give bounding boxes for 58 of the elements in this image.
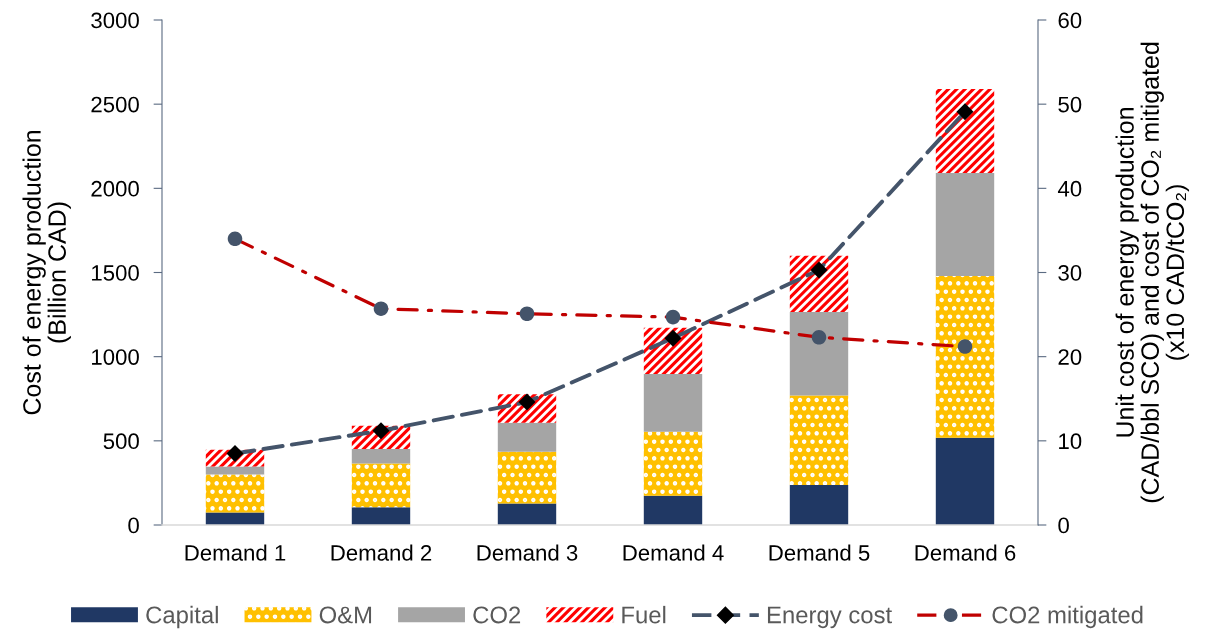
point — [227, 231, 243, 247]
x-tick-label: Demand 3 — [477, 544, 578, 561]
x-tick-label: Demand 4 — [623, 544, 724, 561]
bar — [351, 507, 411, 525]
legend-label: CO2 — [473, 606, 521, 624]
bar — [935, 173, 995, 277]
x-tick-label: Demand 6 — [915, 544, 1016, 561]
y2-tick-label: 30 — [1058, 265, 1082, 281]
bar — [643, 374, 703, 432]
point — [226, 444, 244, 462]
bar — [205, 466, 265, 475]
bar — [789, 484, 849, 525]
x-tick-label: Demand 1 — [185, 544, 286, 561]
bar — [789, 312, 849, 396]
bar — [789, 395, 849, 485]
bar — [497, 422, 557, 452]
y-tick-label: 500 — [103, 433, 139, 450]
y2-tick-label: 20 — [1058, 349, 1082, 365]
point — [664, 329, 682, 347]
bar — [643, 431, 703, 496]
y2-tick-label: 40 — [1057, 180, 1082, 197]
point — [519, 306, 535, 322]
bar — [789, 255, 849, 313]
bar — [351, 463, 411, 508]
y2-tick-label: 50 — [1058, 96, 1082, 113]
bar — [497, 503, 557, 525]
legend-label: CO2 mitigated — [992, 605, 1143, 629]
point — [373, 301, 389, 316]
y-axis-title: Cost of energy production (Billion CAD) — [22, 130, 71, 415]
bar — [935, 276, 995, 438]
point — [956, 103, 974, 121]
point — [811, 330, 827, 345]
x-tick-label: Demand 2 — [331, 544, 432, 561]
point — [957, 339, 973, 354]
legend-label: Fuel — [622, 605, 666, 624]
y-tick-label: 0 — [128, 517, 139, 534]
bar — [497, 451, 557, 504]
legend-label: Energy cost — [767, 606, 892, 629]
bar — [351, 449, 411, 464]
y2-tick-label: 10 — [1059, 433, 1082, 450]
y-tick-label: 1500 — [92, 265, 139, 281]
y-tick-label: 3000 — [91, 12, 139, 29]
legend-label: O&M — [319, 606, 372, 624]
y2-tick-label: 0 — [1058, 517, 1069, 534]
y-tick-label: 2500 — [91, 96, 139, 113]
bar — [643, 495, 703, 525]
y2-tick-label: 60 — [1058, 12, 1082, 29]
point — [810, 261, 828, 279]
bar — [935, 89, 995, 174]
bar — [205, 474, 265, 513]
legend-label: Capital — [146, 605, 218, 629]
y-tick-label: 2000 — [91, 180, 139, 197]
y-tick-label: 1000 — [92, 349, 139, 365]
x-tick-label: Demand 5 — [769, 544, 870, 561]
bar — [935, 437, 995, 525]
point — [665, 309, 681, 325]
y2-axis-title: Unit cost of energy production (CAD/bbl SCO) and cost of CO₂ mitigated (x10 CAD/tCO₂) — [1115, 42, 1190, 503]
bar — [205, 512, 265, 525]
